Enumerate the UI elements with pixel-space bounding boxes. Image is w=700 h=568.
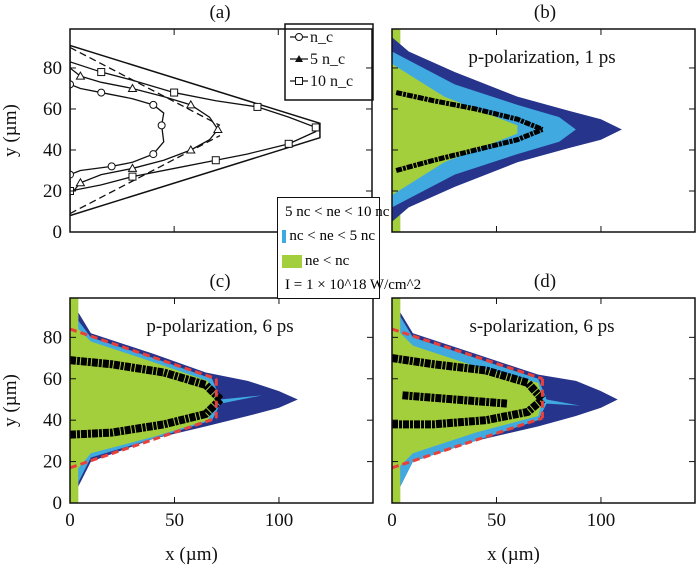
marker-square bbox=[97, 68, 106, 77]
panel-d: 0 50 100 x (µm) s-polarization, 6 ps (d) bbox=[387, 271, 696, 565]
legend-label: nc < ne < 5 nc bbox=[289, 228, 375, 245]
plot-area bbox=[392, 29, 622, 232]
marker-triangle bbox=[127, 163, 138, 172]
dashed-line bbox=[70, 46, 221, 126]
y-tick-label: 20 bbox=[43, 181, 62, 202]
x-axis-label: x (µm) bbox=[165, 544, 218, 565]
legend-label: n_c bbox=[310, 29, 333, 46]
panel-label: (c) bbox=[209, 271, 230, 292]
marker-circle bbox=[70, 80, 74, 89]
intensity-band bbox=[395, 90, 544, 132]
legend-label: 5 n_c bbox=[310, 51, 345, 68]
panel-annotation: p-polarization, 6 ps bbox=[146, 316, 293, 337]
panel-b: p-polarization, 1 ps (b) bbox=[391, 2, 696, 233]
marker-triangle bbox=[75, 177, 86, 187]
marker-square bbox=[284, 139, 293, 148]
legend-label: I = 1 × 10^18 W/cm^2 bbox=[285, 277, 422, 294]
panel-label: (b) bbox=[534, 2, 556, 23]
legend-marker-square bbox=[295, 77, 303, 85]
x-tick-label: 0 bbox=[65, 510, 75, 531]
panel-annotation: s-polarization, 6 ps bbox=[469, 316, 614, 337]
marker-triangle bbox=[127, 83, 138, 92]
panel-annotation: p-polarization, 1 ps bbox=[468, 47, 615, 68]
y-tick-label: 80 bbox=[43, 58, 62, 79]
marker-circle bbox=[149, 150, 158, 159]
intensity-band bbox=[392, 354, 546, 403]
marker-circle bbox=[157, 121, 166, 130]
marker-triangle bbox=[185, 99, 196, 109]
target-outline-dashed bbox=[70, 327, 217, 381]
marker-circle bbox=[97, 88, 106, 97]
plot-frame bbox=[69, 28, 373, 233]
plot-frame bbox=[391, 297, 696, 504]
y-tick-label: 60 bbox=[43, 369, 62, 390]
marker-circle bbox=[149, 100, 158, 109]
marker-triangle bbox=[185, 144, 196, 154]
x-tick-label: 0 bbox=[387, 510, 397, 531]
series-line-10n_c bbox=[70, 61, 317, 192]
target-outline-dashed bbox=[392, 416, 543, 470]
density-legend: 5 nc < ne < 10 nc nc < ne < 5 nc ne < nc… bbox=[277, 197, 421, 299]
marker-square bbox=[170, 88, 179, 97]
target-outline bbox=[70, 44, 321, 217]
legend-label: 10 n_c bbox=[310, 73, 353, 90]
plot-area bbox=[392, 298, 618, 503]
y-tick-label: 60 bbox=[43, 99, 62, 120]
legend-item-intensity: I = 1 × 10^18 W/cm^2 bbox=[282, 274, 421, 299]
intensity-band bbox=[70, 396, 224, 439]
marker-circle bbox=[107, 162, 116, 171]
panel-label: (d) bbox=[534, 271, 556, 292]
x-tick-label: 100 bbox=[265, 510, 294, 531]
y-axis-label: y (µm) bbox=[0, 374, 21, 427]
intensity-band bbox=[402, 391, 508, 408]
plot-frame bbox=[391, 28, 696, 233]
plot-area bbox=[70, 44, 321, 217]
panel-c: 0 50 100 0 20 40 60 80 y (µm) x (µm) p-polarizatio… bbox=[0, 271, 374, 565]
x-tick-label: 50 bbox=[165, 510, 184, 531]
y-axis-label: y (µm) bbox=[0, 104, 21, 157]
legend-item-dark: 5 nc < ne < 10 nc bbox=[282, 200, 389, 225]
target-outline-dashed bbox=[70, 416, 217, 470]
marker-square bbox=[311, 123, 320, 132]
plot-area bbox=[70, 298, 298, 503]
y-tick-label: 40 bbox=[43, 410, 62, 431]
legend-swatch bbox=[282, 254, 302, 268]
marker-square bbox=[128, 172, 137, 181]
y-tick-label: 40 bbox=[43, 140, 62, 161]
legend-item-light: nc < ne < 5 nc bbox=[282, 225, 375, 250]
target-outline-dashed bbox=[392, 327, 543, 381]
legend-item-green: ne < nc bbox=[282, 249, 375, 274]
panel-label: (a) bbox=[209, 2, 230, 23]
x-axis-label: x (µm) bbox=[487, 544, 540, 565]
marker-square bbox=[253, 102, 262, 111]
y-tick-label: 80 bbox=[43, 327, 62, 348]
intensity-band bbox=[70, 356, 224, 403]
y-tick-label: 0 bbox=[53, 222, 63, 243]
y-tick-label: 20 bbox=[43, 452, 62, 473]
plot-frame bbox=[69, 297, 374, 504]
marker-square bbox=[211, 156, 220, 165]
legend-label: ne < nc bbox=[305, 252, 350, 269]
series-legend: n_c 5 n_c 10 n_c bbox=[284, 23, 374, 101]
panel-a: n_c 5 n_c 10 n_c 0 20 40 60 80 y (µm) (a) bbox=[0, 2, 374, 243]
y-tick-label: 0 bbox=[53, 493, 63, 514]
marker-triangle bbox=[75, 71, 86, 80]
legend-marker-triangle bbox=[295, 55, 303, 62]
x-tick-label: 50 bbox=[487, 510, 506, 531]
marker-circle bbox=[70, 170, 74, 179]
x-tick-label: 100 bbox=[587, 510, 616, 531]
legend-marker-circle bbox=[295, 33, 303, 41]
legend-swatch bbox=[282, 230, 287, 244]
intensity-band bbox=[392, 396, 546, 429]
marker-triangle bbox=[213, 124, 223, 133]
dashed-line bbox=[70, 135, 221, 215]
legend-label: 5 nc < ne < 10 nc bbox=[285, 203, 390, 220]
intensity-band bbox=[395, 127, 544, 173]
